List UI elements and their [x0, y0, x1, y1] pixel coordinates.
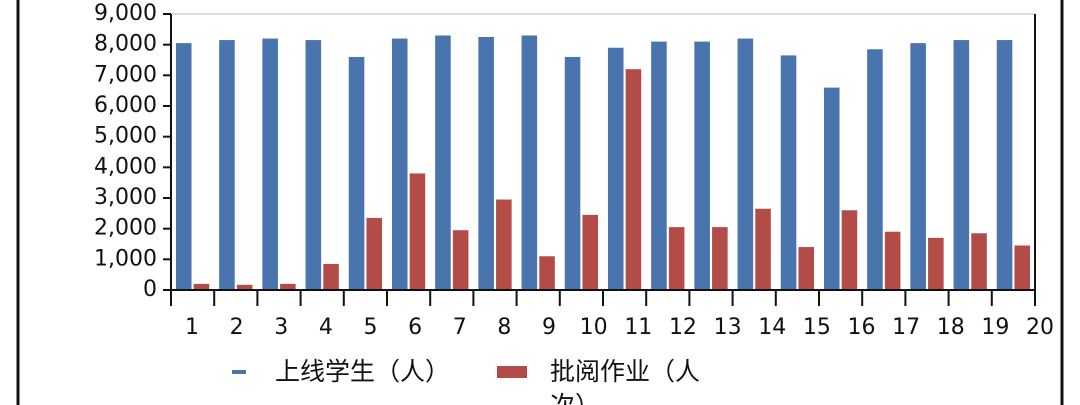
- x-tick-label: 15: [803, 315, 831, 340]
- x-tick-label: 8: [497, 315, 511, 340]
- x-tick-label: 12: [669, 315, 697, 340]
- x-tick-label: 18: [937, 315, 965, 340]
- bar: [694, 41, 710, 290]
- bar: [607, 47, 624, 290]
- bar: [582, 214, 599, 290]
- bar: [348, 56, 365, 290]
- x-tick-label: 20: [1026, 315, 1054, 340]
- bar: [391, 38, 408, 291]
- x-tick-label: 14: [758, 315, 786, 340]
- y-tick-label: 0: [143, 277, 157, 302]
- y-tick-label: 9,000: [94, 1, 157, 26]
- x-tick-label: 10: [580, 315, 608, 340]
- bar: [910, 43, 926, 291]
- bar: [305, 40, 322, 290]
- y-tick-label: 7,000: [94, 62, 157, 87]
- bar: [262, 38, 278, 291]
- bar: [452, 230, 469, 290]
- x-tick-label: 11: [624, 315, 652, 340]
- bar: [884, 231, 901, 290]
- bar: [841, 210, 858, 290]
- bar: [478, 37, 494, 290]
- bar: [755, 208, 771, 290]
- bar: [323, 263, 339, 290]
- legend-label: 上线学生（人）: [275, 357, 451, 386]
- bar: [737, 38, 754, 291]
- x-tick-label: 17: [892, 315, 920, 340]
- bar: [928, 237, 944, 290]
- bar: [712, 227, 728, 290]
- bar: [496, 199, 512, 290]
- bar: [175, 43, 192, 291]
- x-tick-label: 9: [542, 315, 556, 340]
- x-tick-label: 6: [408, 315, 422, 340]
- x-tick-label: 7: [453, 315, 467, 340]
- legend-label: 批阅作业（人次）: [550, 357, 701, 405]
- x-tick-label: 3: [274, 315, 288, 340]
- bar: [280, 283, 296, 290]
- bar: [823, 87, 840, 290]
- y-tick-label: 3,000: [94, 185, 157, 210]
- bar: [435, 35, 451, 290]
- x-tick-label: 1: [185, 315, 199, 340]
- bar: [780, 55, 797, 291]
- bar: [219, 40, 235, 290]
- bar: [409, 173, 426, 290]
- bar: [668, 227, 685, 290]
- y-tick-label: 1,000: [94, 246, 157, 271]
- bar: [996, 40, 1013, 290]
- bar: [521, 35, 538, 290]
- bar: [1014, 245, 1031, 290]
- y-tick-label: 2,000: [94, 216, 157, 241]
- bar: [539, 256, 555, 290]
- bar: [193, 283, 210, 290]
- y-tick-label: 8,000: [94, 32, 157, 57]
- x-tick-label: 2: [230, 315, 244, 340]
- y-tick-label: 5,000: [94, 124, 157, 149]
- y-tick-label: 4,000: [94, 154, 157, 179]
- bar: [867, 49, 883, 291]
- legend-marker: [232, 370, 246, 374]
- x-tick-label: 16: [847, 315, 875, 340]
- bar: [236, 284, 253, 290]
- bar: [651, 41, 667, 290]
- x-tick-label: 19: [981, 315, 1009, 340]
- bar: [564, 56, 581, 290]
- x-tick-label: 13: [714, 315, 742, 340]
- bar: [798, 247, 815, 290]
- bar: [953, 40, 970, 290]
- legend-marker: [497, 366, 527, 378]
- x-tick-label: 5: [364, 315, 378, 340]
- bar: [625, 69, 642, 290]
- x-tick-label: 4: [319, 315, 333, 340]
- y-tick-label: 6,000: [94, 93, 157, 118]
- bar: [366, 217, 383, 290]
- bar: [971, 233, 987, 290]
